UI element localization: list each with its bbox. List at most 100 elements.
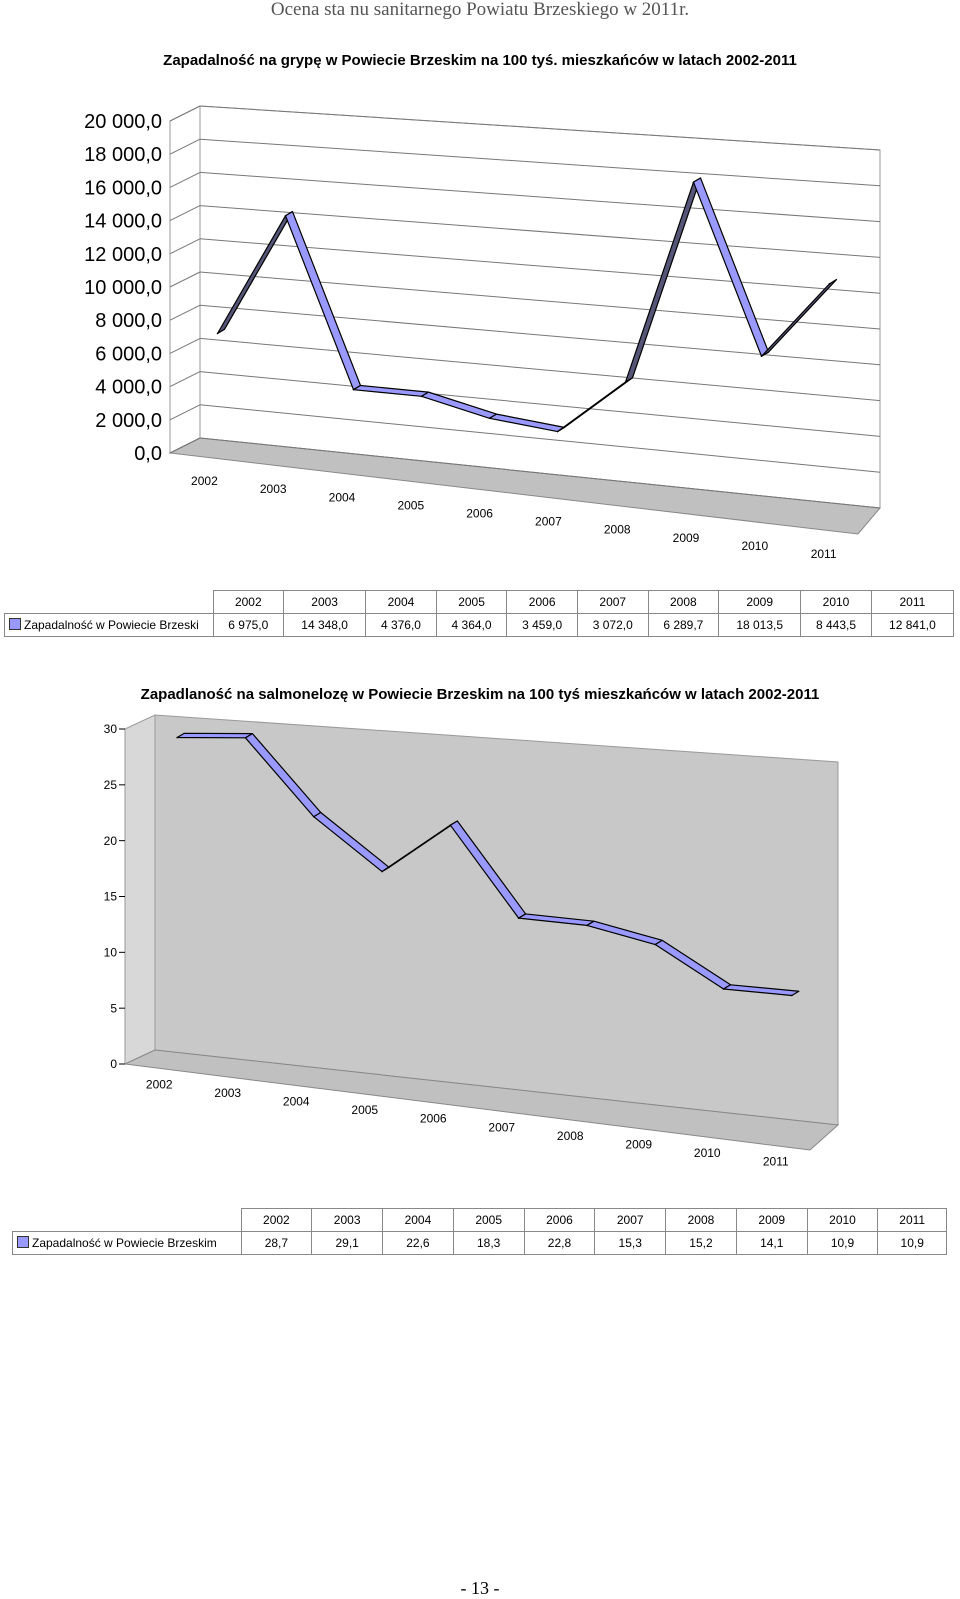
x-tick-label: 2003 [214,1086,241,1100]
chart1-cell: 3 072,0 [576,613,649,637]
chart1-title: Zapadalność na grypę w Powiecie Brzeskim… [163,52,797,69]
chart-back-wall [199,105,881,509]
y-tick-label: 20 000,0 [84,111,162,133]
page-number: - 13 - [460,1578,500,1598]
data-point [312,815,315,818]
x-tick-label: 2002 [191,474,218,488]
data-point [216,332,219,335]
table-corner [5,591,214,614]
gridline [169,371,201,388]
table-corner [13,1209,242,1232]
chart1-cell: 6 289,7 [647,613,720,637]
chart2-series-label: Zapadalność w Powiecie Brzeskim [12,1231,242,1255]
chart1-table-data-row: Zapadalność w Powiecie Brzeski 6 975,0 1… [4,613,955,637]
chart1-col-header: 2007 [576,590,649,614]
x-tick-label: 2003 [260,482,287,496]
x-tick-label: 2005 [351,1103,378,1117]
chart2-title: Zapadlaność na salmonelozę w Powiecie Br… [140,686,820,703]
chart2-table-header-row: 2002 2003 2004 2005 2006 2007 2008 2009 … [13,1208,947,1232]
legend-key [9,618,21,630]
series-ribbon-segment [176,732,254,739]
chart1-col-header: 2011 [870,590,955,614]
chart2-series-name: Zapadalność w Powiecie Brzeskim [32,1236,217,1250]
chart1-series-label: Zapadalność w Powiecie Brzeski [4,613,214,637]
chart2-cell: 14,1 [735,1231,808,1255]
chart2-cell: 15,3 [594,1231,667,1255]
gridline [169,271,201,288]
y-tick-label: 25 [104,778,118,792]
chart2-col-header: 2010 [806,1208,879,1232]
chart1-cell: 6 975,0 [212,613,285,637]
chart1-table-header-row: 2002 2003 2004 2005 2006 2007 2008 2009 … [5,590,955,614]
chart1-cell: 4 376,0 [365,613,437,637]
x-tick-label: 2006 [420,1112,447,1126]
y-tick-label: 0 [110,1057,117,1071]
y-tick-label: 12 000,0 [84,244,162,266]
gridline [169,238,201,255]
y-tick-label: 14 000,0 [84,211,162,233]
chart1-cell: 4 364,0 [435,613,508,637]
data-point [760,355,763,358]
chart1-col-header: 2009 [718,590,802,614]
x-tick-label: 2011 [811,547,837,561]
data-point [654,943,657,946]
legend-key [17,1236,29,1248]
data-point [420,395,423,398]
chart2-cell: 28,7 [240,1231,313,1255]
chart1-cell: 14 348,0 [283,613,367,637]
page-header: Ocena sta nu sanitarnego Powiatu Brzeski… [270,0,690,20]
x-tick-label: 2005 [397,498,424,512]
x-tick-label: 2007 [488,1120,515,1134]
data-point [449,824,452,826]
y-tick-label: 16 000,0 [84,177,162,199]
chart2-col-header: 2006 [523,1208,596,1232]
gridline [199,138,881,187]
data-point [517,917,520,919]
chart1-cell: 3 459,0 [506,613,578,637]
x-tick-label: 2007 [535,515,562,529]
gridline [169,105,201,122]
x-tick-label: 2010 [694,1146,721,1160]
gridline [199,238,881,294]
chart2-col-header: 2004 [382,1208,454,1232]
chart1-col-header: 2008 [647,590,720,614]
gridline [169,304,201,321]
y-tick-label: 10 000,0 [84,277,162,299]
series-ribbon-segment [722,984,800,997]
x-tick-label: 2004 [329,490,356,504]
chart2-col-header: 2011 [877,1208,947,1232]
data-point [284,214,287,217]
chart1-series-name: Zapadalność w Powiecie Brzeski [24,618,199,632]
data-point [556,430,559,433]
chart2-plot: 0 5 10 15 20 25 30 2002 2003 2004 2005 2006 2007 2008… [104,714,840,1169]
y-tick-label: 4 000,0 [95,377,162,399]
data-point [176,736,178,739]
y-tick-label: 5 [110,1001,117,1015]
chart2-col-header: 2005 [452,1208,525,1232]
chart1-plot: 0,0 2 000,0 4 000,0 6 000,0 8 000,0 10 000,0 1… [84,105,881,561]
data-point [791,994,793,997]
gridline [169,437,201,454]
chart2-col-header: 2009 [735,1208,808,1232]
y-tick-label: 0,0 [134,443,162,465]
chart1-col-header: 2006 [506,590,578,614]
data-point [488,417,491,420]
gridline [199,171,881,223]
x-tick-label: 2002 [146,1077,173,1091]
series-ribbon-segment [760,278,838,357]
chart2-cell: 22,6 [382,1231,454,1255]
chart1-col-header: 2005 [435,590,508,614]
gridline [199,437,881,509]
chart2-cell: 18,3 [452,1231,525,1255]
data-point [692,181,695,183]
y-tick-label: 30 [104,722,118,736]
chart1-cell: 8 443,5 [800,613,872,637]
x-tick-label: 2009 [673,531,700,545]
x-tick-label: 2009 [625,1138,652,1152]
chart2-data-table: 2002 2003 2004 2005 2006 2007 2008 2009 … [12,1208,947,1255]
y-tick-label: 2 000,0 [95,410,162,432]
chart2-cell: 10,9 [806,1231,879,1255]
x-tick-label: 2008 [604,523,631,537]
chart2-col-header: 2008 [665,1208,737,1232]
chart2-cell: 15,2 [665,1231,737,1255]
